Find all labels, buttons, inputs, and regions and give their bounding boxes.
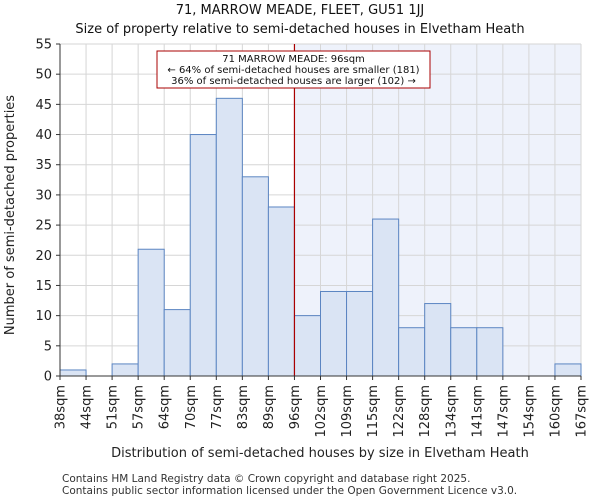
histogram-bar bbox=[372, 218, 400, 377]
x-tick-label: 115sqm bbox=[366, 385, 381, 438]
x-tick-label: 89sqm bbox=[262, 385, 277, 429]
x-tick-label: 134sqm bbox=[444, 385, 459, 438]
x-tick-label: 167sqm bbox=[575, 385, 590, 438]
x-tick-label: 160sqm bbox=[548, 385, 563, 438]
histogram-bar bbox=[320, 290, 348, 377]
x-tick-label: 147sqm bbox=[496, 385, 511, 438]
x-tick-label: 51sqm bbox=[106, 385, 121, 429]
x-tick-label: 77sqm bbox=[210, 385, 225, 429]
x-tick-label: 109sqm bbox=[340, 385, 355, 438]
x-tick-label: 96sqm bbox=[288, 385, 303, 429]
histogram-bar bbox=[398, 327, 426, 377]
annotation-line-3: 36% of semi-detached houses are larger (… bbox=[171, 76, 416, 87]
histogram-bar bbox=[137, 248, 165, 377]
histogram-bar bbox=[267, 206, 295, 377]
x-tick-label: 102sqm bbox=[314, 385, 329, 438]
x-axis-title: Distribution of semi-detached houses by … bbox=[111, 446, 529, 461]
histogram-bar bbox=[424, 303, 452, 377]
y-axis-title: Number of semi-detached properties bbox=[3, 95, 18, 335]
histogram-bar bbox=[59, 369, 87, 377]
histogram-bar bbox=[346, 290, 374, 377]
histogram-bar bbox=[554, 363, 582, 377]
x-tick-label: 154sqm bbox=[522, 385, 537, 438]
histogram-bar bbox=[111, 363, 139, 377]
x-tick-label: 70sqm bbox=[184, 385, 199, 429]
y-tick-label: 30 bbox=[35, 188, 52, 203]
x-tick-label: 141sqm bbox=[470, 385, 485, 438]
annotation-line-1: 71 MARROW MEADE: 96sqm bbox=[222, 54, 365, 65]
histogram-bar bbox=[241, 176, 269, 377]
y-tick-label: 55 bbox=[35, 38, 52, 53]
plot-area: 0 5 10 15 20 25 30 35 40 45 50 55 38sqm 44sqm 51sqm 57s… bbox=[35, 38, 589, 438]
footer-line1: Contains HM Land Registry data © Crown c… bbox=[62, 473, 470, 485]
y-tick-label: 0 bbox=[44, 370, 52, 385]
x-tick-label: 57sqm bbox=[132, 385, 147, 429]
y-tick-label: 10 bbox=[35, 309, 52, 324]
y-tick-label: 50 bbox=[35, 68, 52, 83]
y-tick-label: 40 bbox=[35, 128, 52, 143]
chart-title-line1: 71, MARROW MEADE, FLEET, GU51 1JJ bbox=[176, 3, 425, 18]
annotation-box bbox=[156, 50, 431, 89]
footer-line2: Contains public sector information licen… bbox=[62, 485, 517, 497]
histogram-bar bbox=[163, 309, 191, 377]
x-tick-label: 64sqm bbox=[158, 385, 173, 429]
x-tick-label: 83sqm bbox=[236, 385, 251, 429]
chart-title-line2: Size of property relative to semi-detach… bbox=[75, 22, 524, 37]
histogram-bar bbox=[293, 315, 322, 377]
x-tick-label: 44sqm bbox=[80, 385, 95, 429]
histogram-bar bbox=[450, 327, 478, 377]
histogram-bar bbox=[476, 327, 504, 377]
y-tick-label: 5 bbox=[44, 339, 52, 354]
annotation-line-2: ← 64% of semi-detached houses are smalle… bbox=[167, 65, 419, 76]
y-tick-label: 45 bbox=[35, 98, 52, 113]
y-tick-label: 35 bbox=[35, 158, 52, 173]
histogram-bar bbox=[189, 134, 217, 377]
x-tick-label: 38sqm bbox=[54, 385, 69, 429]
y-tick-label: 25 bbox=[35, 219, 52, 234]
y-tick-label: 15 bbox=[35, 279, 52, 294]
y-tick-label: 20 bbox=[35, 249, 52, 264]
x-tick-label: 128sqm bbox=[418, 385, 433, 438]
histogram-bar bbox=[215, 97, 243, 377]
x-tick-label: 122sqm bbox=[392, 385, 407, 438]
